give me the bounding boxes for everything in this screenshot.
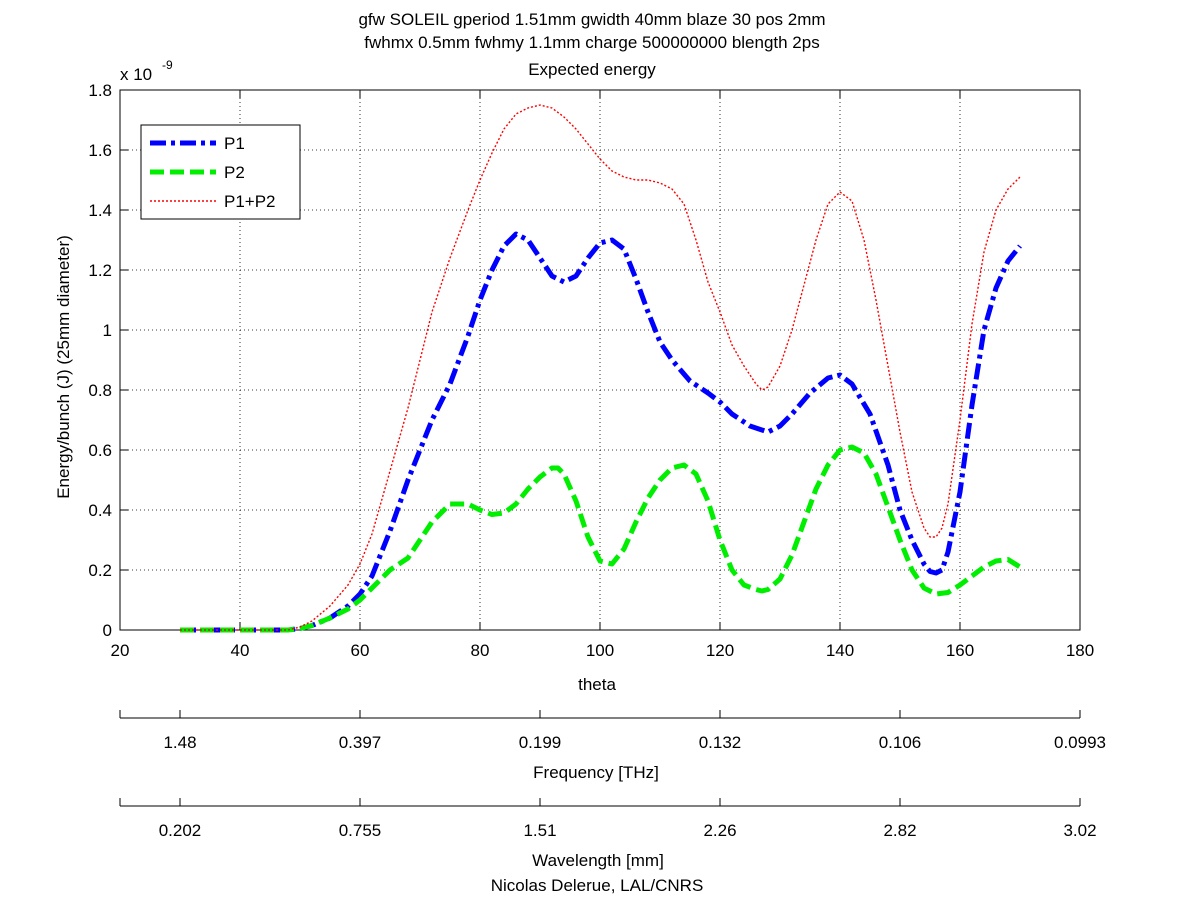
series-line-p2: [180, 444, 1022, 633]
x-tick-label: 180: [1066, 641, 1094, 660]
series-line-p1-p2: [180, 104, 1021, 631]
y-tick-label: 0.6: [88, 441, 112, 460]
legend-box: [140, 124, 301, 220]
legend-label-p2: P2: [224, 163, 245, 182]
y-tick-label: 1.4: [88, 201, 112, 220]
y-tick-label: 1.2: [88, 261, 112, 280]
frequency-tick-label: 1.48: [163, 733, 196, 752]
chart-title-line-3: Expected energy: [528, 60, 656, 79]
x-tick-label: 40: [231, 641, 250, 660]
frequency-tick-label: 0.397: [339, 733, 382, 752]
legend: P1 P2 P1+P2: [140, 124, 301, 220]
y-tick-label: 0: [103, 621, 112, 640]
legend-label-p1p2: P1+P2: [224, 192, 276, 211]
secondary-axes: 1.48 0.397 0.199 0.132 0.106 0.0993 0.202 0.755…: [119, 710, 1106, 840]
y-exponent-base: x 10: [120, 65, 152, 84]
wavelength-tick-label: 0.755: [339, 821, 382, 840]
y-tick-label: 1.6: [88, 141, 112, 160]
legend-label-p1: P1: [224, 134, 245, 153]
y-tick-label: 0.4: [88, 501, 112, 520]
wavelength-tick-label: 2.26: [703, 821, 736, 840]
wavelength-tick-label: 2.82: [883, 821, 916, 840]
chart-title-line-2: fwhmx 0.5mm fwhmy 1.1mm charge 500000000…: [364, 33, 819, 52]
series-line-p1: [180, 231, 1022, 633]
x-tick-label: 120: [706, 641, 734, 660]
frequency-tick-label: 0.132: [699, 733, 742, 752]
frequency-tick-label: 0.0993: [1054, 733, 1106, 752]
frequency-tick-label: 0.106: [879, 733, 922, 752]
chart-title-line-1: gfw SOLEIL gperiod 1.51mm gwidth 40mm bl…: [358, 10, 825, 29]
x-axis-label: theta: [578, 675, 616, 694]
x-tick-label: 20: [111, 641, 130, 660]
ticks-layer: 20 40 60 80 100 120 140 160 180 0 0.2 0.4 0.6 0.8 1 1.2…: [88, 81, 1094, 660]
x-tick-label: 60: [351, 641, 370, 660]
x-tick-label: 100: [586, 641, 614, 660]
wavelength-tick-label: 3.02: [1063, 821, 1096, 840]
y-tick-label: 0.8: [88, 381, 112, 400]
x-tick-label: 160: [946, 641, 974, 660]
y-tick-label: 0.2: [88, 561, 112, 580]
footer-credit: Nicolas Delerue, LAL/CNRS: [491, 876, 704, 895]
y-tick-label: 1.8: [88, 81, 112, 100]
series-layer: [180, 104, 1022, 633]
wavelength-tick-label: 0.202: [159, 821, 202, 840]
frequency-axis-label: Frequency [THz]: [533, 763, 659, 782]
y-exponent-power: -9: [162, 58, 173, 72]
wavelength-axis-label: Wavelength [mm]: [532, 851, 664, 870]
y-tick-label: 1: [103, 321, 112, 340]
y-axis-label: Energy/bunch (J) (25mm diameter): [54, 235, 73, 499]
x-tick-label: 140: [826, 641, 854, 660]
frequency-tick-label: 0.199: [519, 733, 562, 752]
x-tick-label: 80: [471, 641, 490, 660]
wavelength-tick-label: 1.51: [523, 821, 556, 840]
